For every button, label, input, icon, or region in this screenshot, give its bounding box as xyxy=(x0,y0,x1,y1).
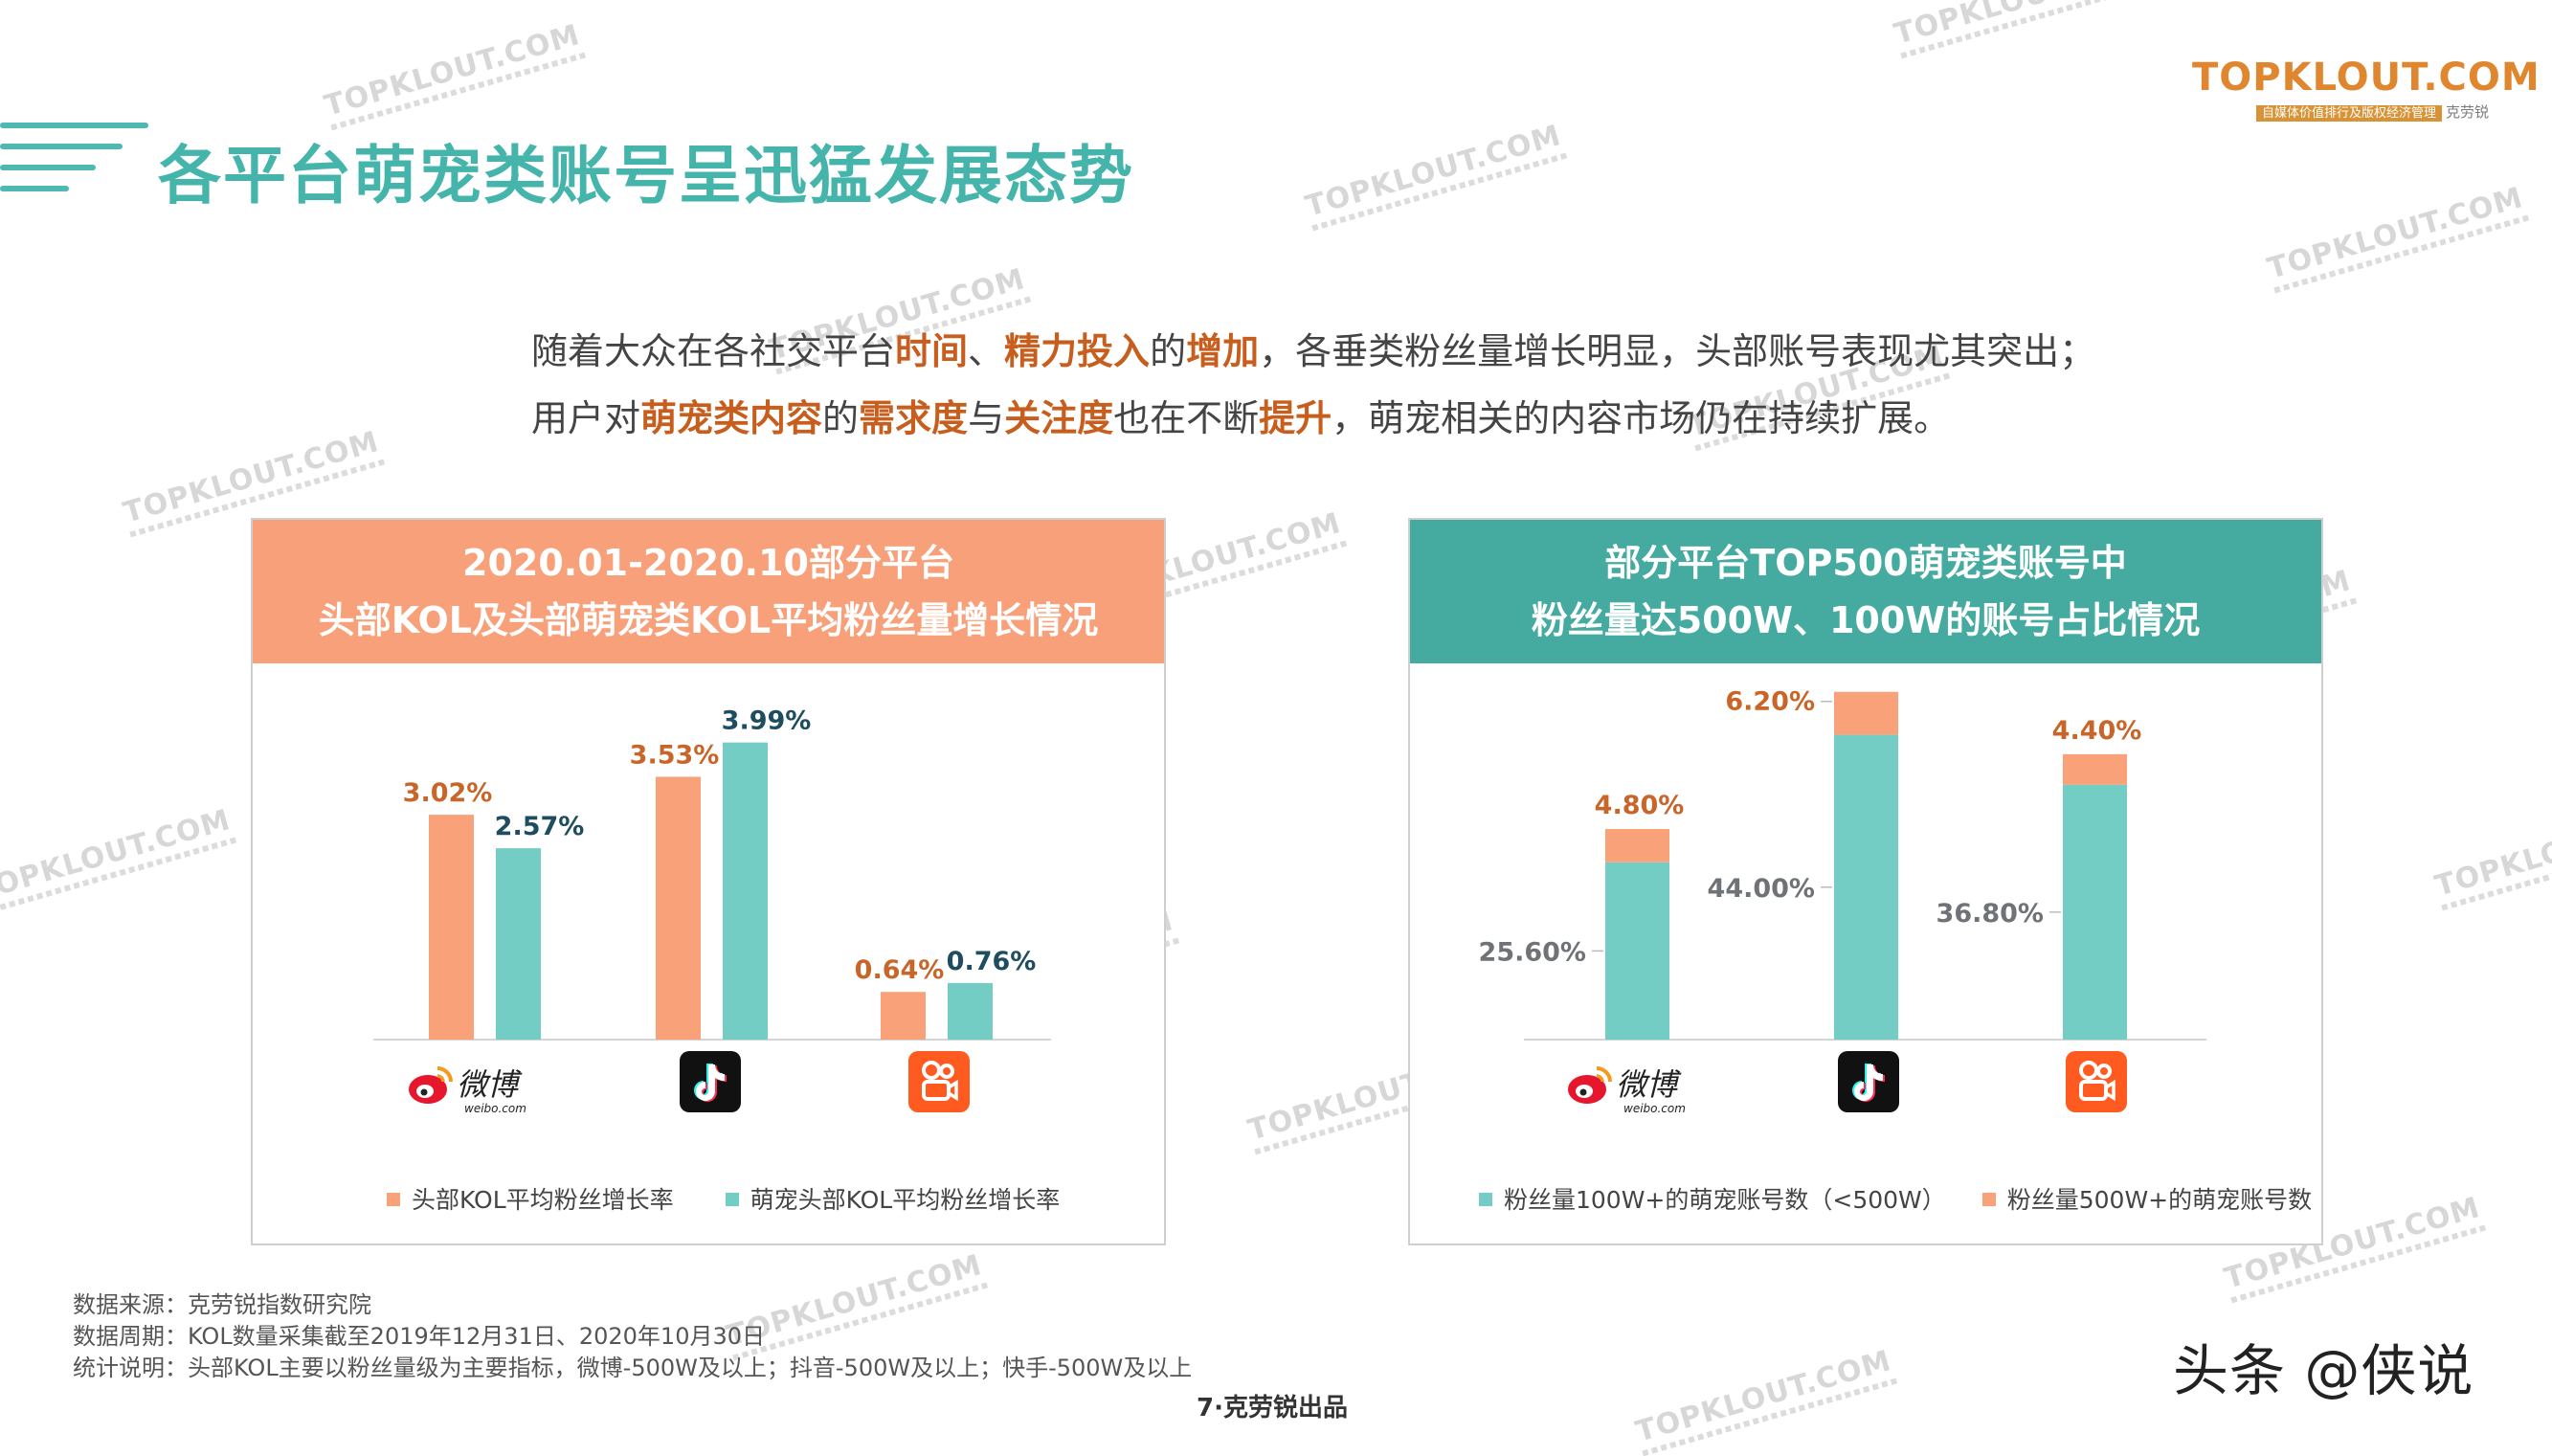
watermark: TOPKLOUT.COM xyxy=(1302,119,1567,231)
intro-highlight: 精力投入 xyxy=(1004,330,1151,372)
footer-note: 统计说明：头部KOL主要以粉丝量级为主要指标，微博-500W及以上；抖音-500… xyxy=(73,1355,1193,1381)
logo-tagline: 自媒体价值排行及版权经济管理 克劳锐 xyxy=(2192,101,2489,122)
data-label: 6.20% xyxy=(1725,687,1815,717)
legend-swatch-orange xyxy=(387,1193,400,1206)
legend-swatch-teal xyxy=(1479,1193,1492,1206)
intro-text: ，各垂类粉丝量增长明显，头部账号表现尤其突出； xyxy=(1259,330,2096,372)
data-label: 0.64% xyxy=(855,955,945,985)
data-label: 4.80% xyxy=(1595,791,1685,820)
footer-source: 数据来源：克劳锐指数研究院 xyxy=(73,1291,371,1318)
watermark: TOPKLOUT.COM xyxy=(1632,1344,1897,1456)
logo: TOPKLOUT.COM 自媒体价值排行及版权经济管理 克劳锐 xyxy=(2192,56,2541,122)
right-stacked-bar-chart: 25.60% 4.80% 44.00% 6.20% 36.80% 4.40% xyxy=(1479,687,2206,1041)
left-bar-chart: 3.02%2.57% 3.53%3.99% 0.64% 0.76% xyxy=(373,706,1051,1041)
legend-label: 粉丝量100W+的萌宠账号数（<500W） xyxy=(1504,1186,1946,1214)
intro-text: 随着大众在各社交平台 xyxy=(531,330,896,372)
intro-text: 也在不断 xyxy=(1113,397,1260,439)
title-deco-line xyxy=(0,186,69,191)
logo-brand: 克劳锐 xyxy=(2445,103,2489,121)
bar-500w xyxy=(2063,753,2127,785)
intro-highlight: 需求度 xyxy=(859,397,969,439)
footer-period: 数据周期：KOL数量采集截至2019年12月31日、2020年10月30日 xyxy=(73,1323,765,1350)
watermark: TOPKLOUT.COM xyxy=(321,18,586,130)
intro-text: 用户对 xyxy=(531,397,641,439)
kuaishou-logo xyxy=(2066,1051,2127,1112)
intro-text: 与 xyxy=(968,397,1005,439)
bar-head-kol xyxy=(429,815,474,1040)
right-chart-title-line2: 粉丝量达500W、100W的账号占比情况 xyxy=(1531,599,2201,641)
data-label: 3.99% xyxy=(722,706,812,736)
weibo-sub: weibo.com xyxy=(464,1102,526,1115)
data-label: 36.80% xyxy=(1936,899,2044,929)
intro-highlight: 萌宠类内容 xyxy=(640,397,823,439)
bar-100w xyxy=(1834,734,1898,1040)
intro-text: 、 xyxy=(968,330,1005,372)
intro-text: ，萌宠相关的内容市场仍在持续扩展。 xyxy=(1332,397,1951,439)
intro-text: 的 xyxy=(822,397,860,439)
data-label: 2.57% xyxy=(495,812,585,841)
page-title: 各平台萌宠类账号呈迅猛发展态势 xyxy=(158,139,1134,213)
intro-line-1: 随着大众在各社交平台时间、精力投入的增加，各垂类粉丝量增长明显，头部账号表现尤其… xyxy=(531,322,2159,374)
legend-label: 萌宠头部KOL平均粉丝增长率 xyxy=(750,1186,1061,1214)
logo-tagline-text: 自媒体价值排行及版权经济管理 xyxy=(2255,105,2442,122)
bar-head-kol xyxy=(656,776,701,1040)
intro-line-2: 用户对萌宠类内容的需求度与关注度也在不断提升，萌宠相关的内容市场仍在持续扩展。 xyxy=(531,389,2159,441)
right-chart-title-line1: 部分平台TOP500萌宠类账号中 xyxy=(1604,542,2127,584)
bar-pet-kol xyxy=(723,742,768,1040)
weibo-name: 微博 xyxy=(457,1066,523,1103)
page-number: 7·克劳锐出品 xyxy=(1197,1394,1348,1422)
left-chart-legend: 头部KOL平均粉丝增长率 萌宠头部KOL平均粉丝增长率 xyxy=(387,1181,1060,1216)
title-deco-line xyxy=(0,165,96,170)
intro-highlight: 增加 xyxy=(1186,330,1260,372)
legend-label: 头部KOL平均粉丝增长率 xyxy=(412,1186,674,1214)
weibo-logo: 微博 weibo.com xyxy=(409,1066,526,1115)
legend-swatch-teal xyxy=(725,1193,739,1206)
weibo-sub: weibo.com xyxy=(1623,1102,1686,1115)
title-deco-line xyxy=(0,144,123,149)
bar-head-kol xyxy=(881,992,926,1040)
right-chart-legend: 粉丝量100W+的萌宠账号数（<500W） 粉丝量500W+的萌宠账号数 xyxy=(1479,1181,2312,1216)
watermark: TOPKLOUT.COM xyxy=(2431,798,2552,910)
left-chart-title-line1: 2020.01-2020.10部分平台 xyxy=(462,542,954,584)
data-label: 0.76% xyxy=(947,947,1037,976)
bar-pet-kol xyxy=(496,848,541,1040)
data-label: 3.02% xyxy=(403,778,493,808)
left-chart-title-line2: 头部KOL及头部萌宠类KOL平均粉丝量增长情况 xyxy=(318,599,1099,641)
douyin-logo xyxy=(1838,1051,1899,1112)
intro-highlight: 关注度 xyxy=(1004,397,1114,439)
data-label: 44.00% xyxy=(1708,874,1815,904)
legend-swatch-orange xyxy=(1981,1193,1996,1206)
left-chart-panel: 2020.01-2020.10部分平台 头部KOL及头部萌宠类KOL平均粉丝量增… xyxy=(251,518,1166,1245)
watermark: TOPKLOUT.COM xyxy=(1891,0,2156,58)
legend-label: 粉丝量500W+的萌宠账号数 xyxy=(2006,1186,2313,1214)
bar-100w xyxy=(2063,784,2127,1040)
bar-pet-kol xyxy=(948,982,993,1040)
data-label: 4.40% xyxy=(2052,716,2142,746)
logo-text: TOPKLOUT.COM xyxy=(2192,56,2541,100)
intro-highlight: 提升 xyxy=(1259,397,1332,439)
bar-500w xyxy=(1834,691,1898,735)
douyin-logo xyxy=(680,1051,741,1112)
kuaishou-logo xyxy=(908,1051,970,1112)
intro-text: 的 xyxy=(1150,330,1187,372)
weibo-name: 微博 xyxy=(1616,1066,1682,1103)
bar-500w xyxy=(1605,829,1669,862)
watermark: TOPKLOUT.COM xyxy=(2264,181,2529,293)
credit-watermark: 头条 @侠说 xyxy=(2173,1338,2474,1403)
bar-100w xyxy=(1605,862,1669,1040)
title-deco-line xyxy=(0,123,148,128)
right-chart-header: 部分平台TOP500萌宠类账号中 粉丝量达500W、100W的账号占比情况 xyxy=(1410,520,2321,663)
data-label: 25.60% xyxy=(1479,937,1586,967)
weibo-logo: 微博 weibo.com xyxy=(1568,1066,1686,1115)
left-chart-header: 2020.01-2020.10部分平台 头部KOL及头部萌宠类KOL平均粉丝量增… xyxy=(253,520,1164,663)
intro-highlight: 时间 xyxy=(895,330,969,372)
watermark: TOPKLOUT.COM xyxy=(0,803,236,915)
data-label: 3.53% xyxy=(630,740,720,770)
